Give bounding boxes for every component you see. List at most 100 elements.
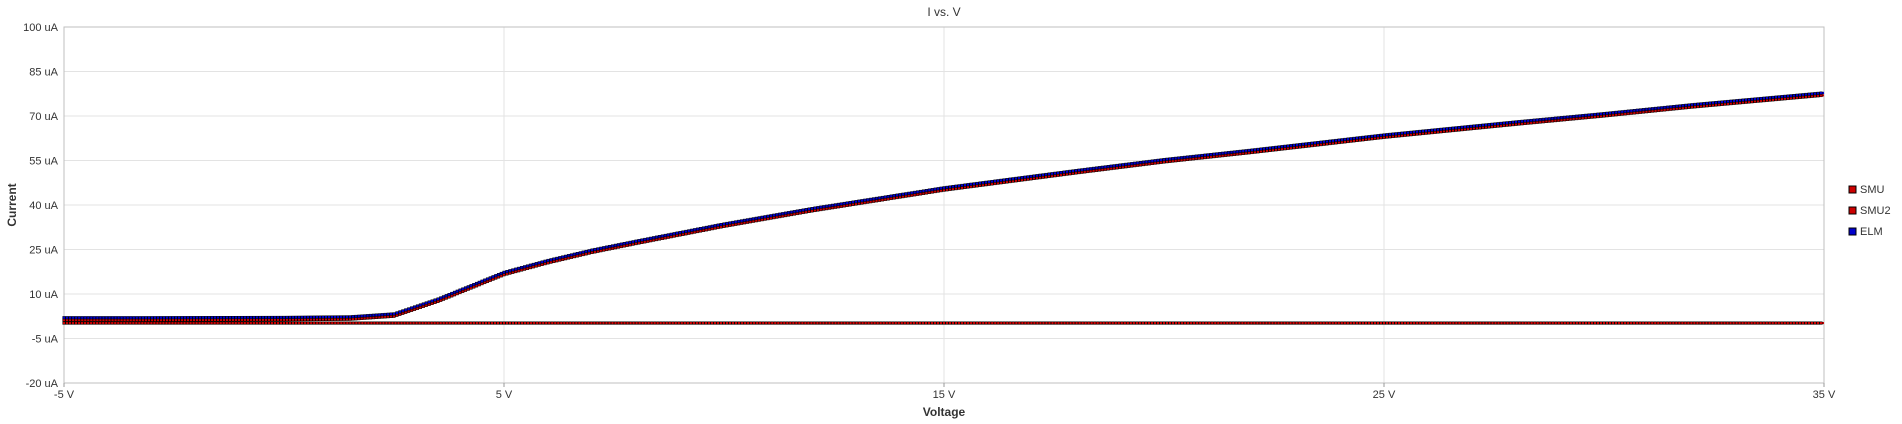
series-point <box>565 321 569 325</box>
series-point <box>803 321 807 325</box>
series-point <box>574 321 578 325</box>
series-point <box>143 321 147 325</box>
series-point <box>396 321 401 325</box>
series-point <box>488 276 492 280</box>
series-point <box>1267 321 1272 325</box>
series-point <box>954 321 958 325</box>
series-point <box>508 269 512 273</box>
series-point <box>1147 159 1151 163</box>
series-point <box>1508 120 1512 125</box>
series-point <box>366 321 370 325</box>
series-point <box>198 321 202 325</box>
series-point <box>147 316 151 320</box>
series-point <box>693 228 697 232</box>
series-point <box>1741 321 1745 325</box>
series-point <box>1286 144 1290 148</box>
series-point <box>511 268 515 272</box>
series-point <box>126 316 130 320</box>
series-point <box>472 321 476 325</box>
series-point <box>83 321 87 325</box>
series-point <box>1182 155 1187 159</box>
series-point <box>761 321 765 325</box>
series-point <box>383 312 387 317</box>
y-tick-label: 40 uA <box>29 200 58 212</box>
series-point <box>327 321 331 325</box>
series-point <box>690 228 694 232</box>
series-point <box>1053 321 1058 325</box>
series-point <box>1738 98 1742 102</box>
series-point <box>276 315 280 320</box>
series-point <box>294 321 298 325</box>
series-point <box>665 321 669 325</box>
series-point <box>1056 321 1061 325</box>
series-point <box>857 199 861 203</box>
series-point <box>1325 139 1329 144</box>
series-point <box>1753 321 1757 325</box>
series-point <box>1349 137 1353 141</box>
series-point <box>581 250 585 254</box>
series-point <box>1065 170 1069 174</box>
series-point <box>312 315 316 319</box>
series-point <box>996 179 1000 183</box>
series-point <box>1023 321 1027 325</box>
series-point <box>255 315 259 320</box>
series-point <box>825 204 829 208</box>
series-point <box>1430 128 1434 132</box>
series-point <box>918 189 923 194</box>
series-point <box>1439 321 1443 325</box>
series-point <box>1083 167 1087 172</box>
series-point <box>601 321 606 325</box>
series-point <box>1156 321 1160 325</box>
series-point <box>797 321 801 325</box>
series-point <box>442 321 446 325</box>
series-point <box>195 316 199 320</box>
series-point <box>1313 141 1317 145</box>
series-point <box>445 321 449 325</box>
series-point <box>684 229 688 233</box>
series-point <box>794 321 798 325</box>
series-point <box>1723 100 1727 104</box>
series-point <box>879 321 883 325</box>
series-point <box>1807 321 1811 325</box>
series-point <box>1584 113 1588 117</box>
series-point <box>167 321 172 325</box>
series-point <box>927 188 931 192</box>
series-point <box>999 321 1003 325</box>
series-point <box>225 321 229 325</box>
series-point <box>1602 321 1606 325</box>
series-point <box>891 321 895 325</box>
series-point <box>1539 321 1543 325</box>
series-point <box>1605 321 1609 325</box>
series-point <box>1391 132 1395 136</box>
series-point <box>424 301 428 305</box>
series-point <box>1177 156 1181 160</box>
series-point <box>1660 106 1664 110</box>
series-point <box>1047 321 1052 325</box>
series-point <box>818 321 822 325</box>
series-point <box>204 321 208 325</box>
series-point <box>894 321 898 325</box>
series-point <box>824 321 829 325</box>
series-point <box>1136 161 1140 165</box>
series-point <box>1547 117 1551 121</box>
series-point <box>1053 171 1057 175</box>
series-point <box>1114 321 1118 325</box>
series-point <box>776 321 780 325</box>
series-point <box>1277 145 1281 149</box>
series-point <box>822 205 826 209</box>
series-point <box>1130 162 1134 166</box>
series-point <box>415 321 419 325</box>
series-point <box>1647 107 1652 111</box>
series-point <box>1346 321 1350 325</box>
series-point <box>963 321 967 325</box>
series-point <box>1493 321 1498 325</box>
series-point <box>1310 141 1314 145</box>
series-point <box>586 321 590 325</box>
series-point <box>270 321 274 325</box>
series-point <box>1509 321 1513 325</box>
series-point <box>1490 321 1495 325</box>
series-point <box>222 316 226 320</box>
series-point <box>806 321 810 325</box>
series-point <box>77 316 81 320</box>
series-point <box>1038 321 1042 325</box>
